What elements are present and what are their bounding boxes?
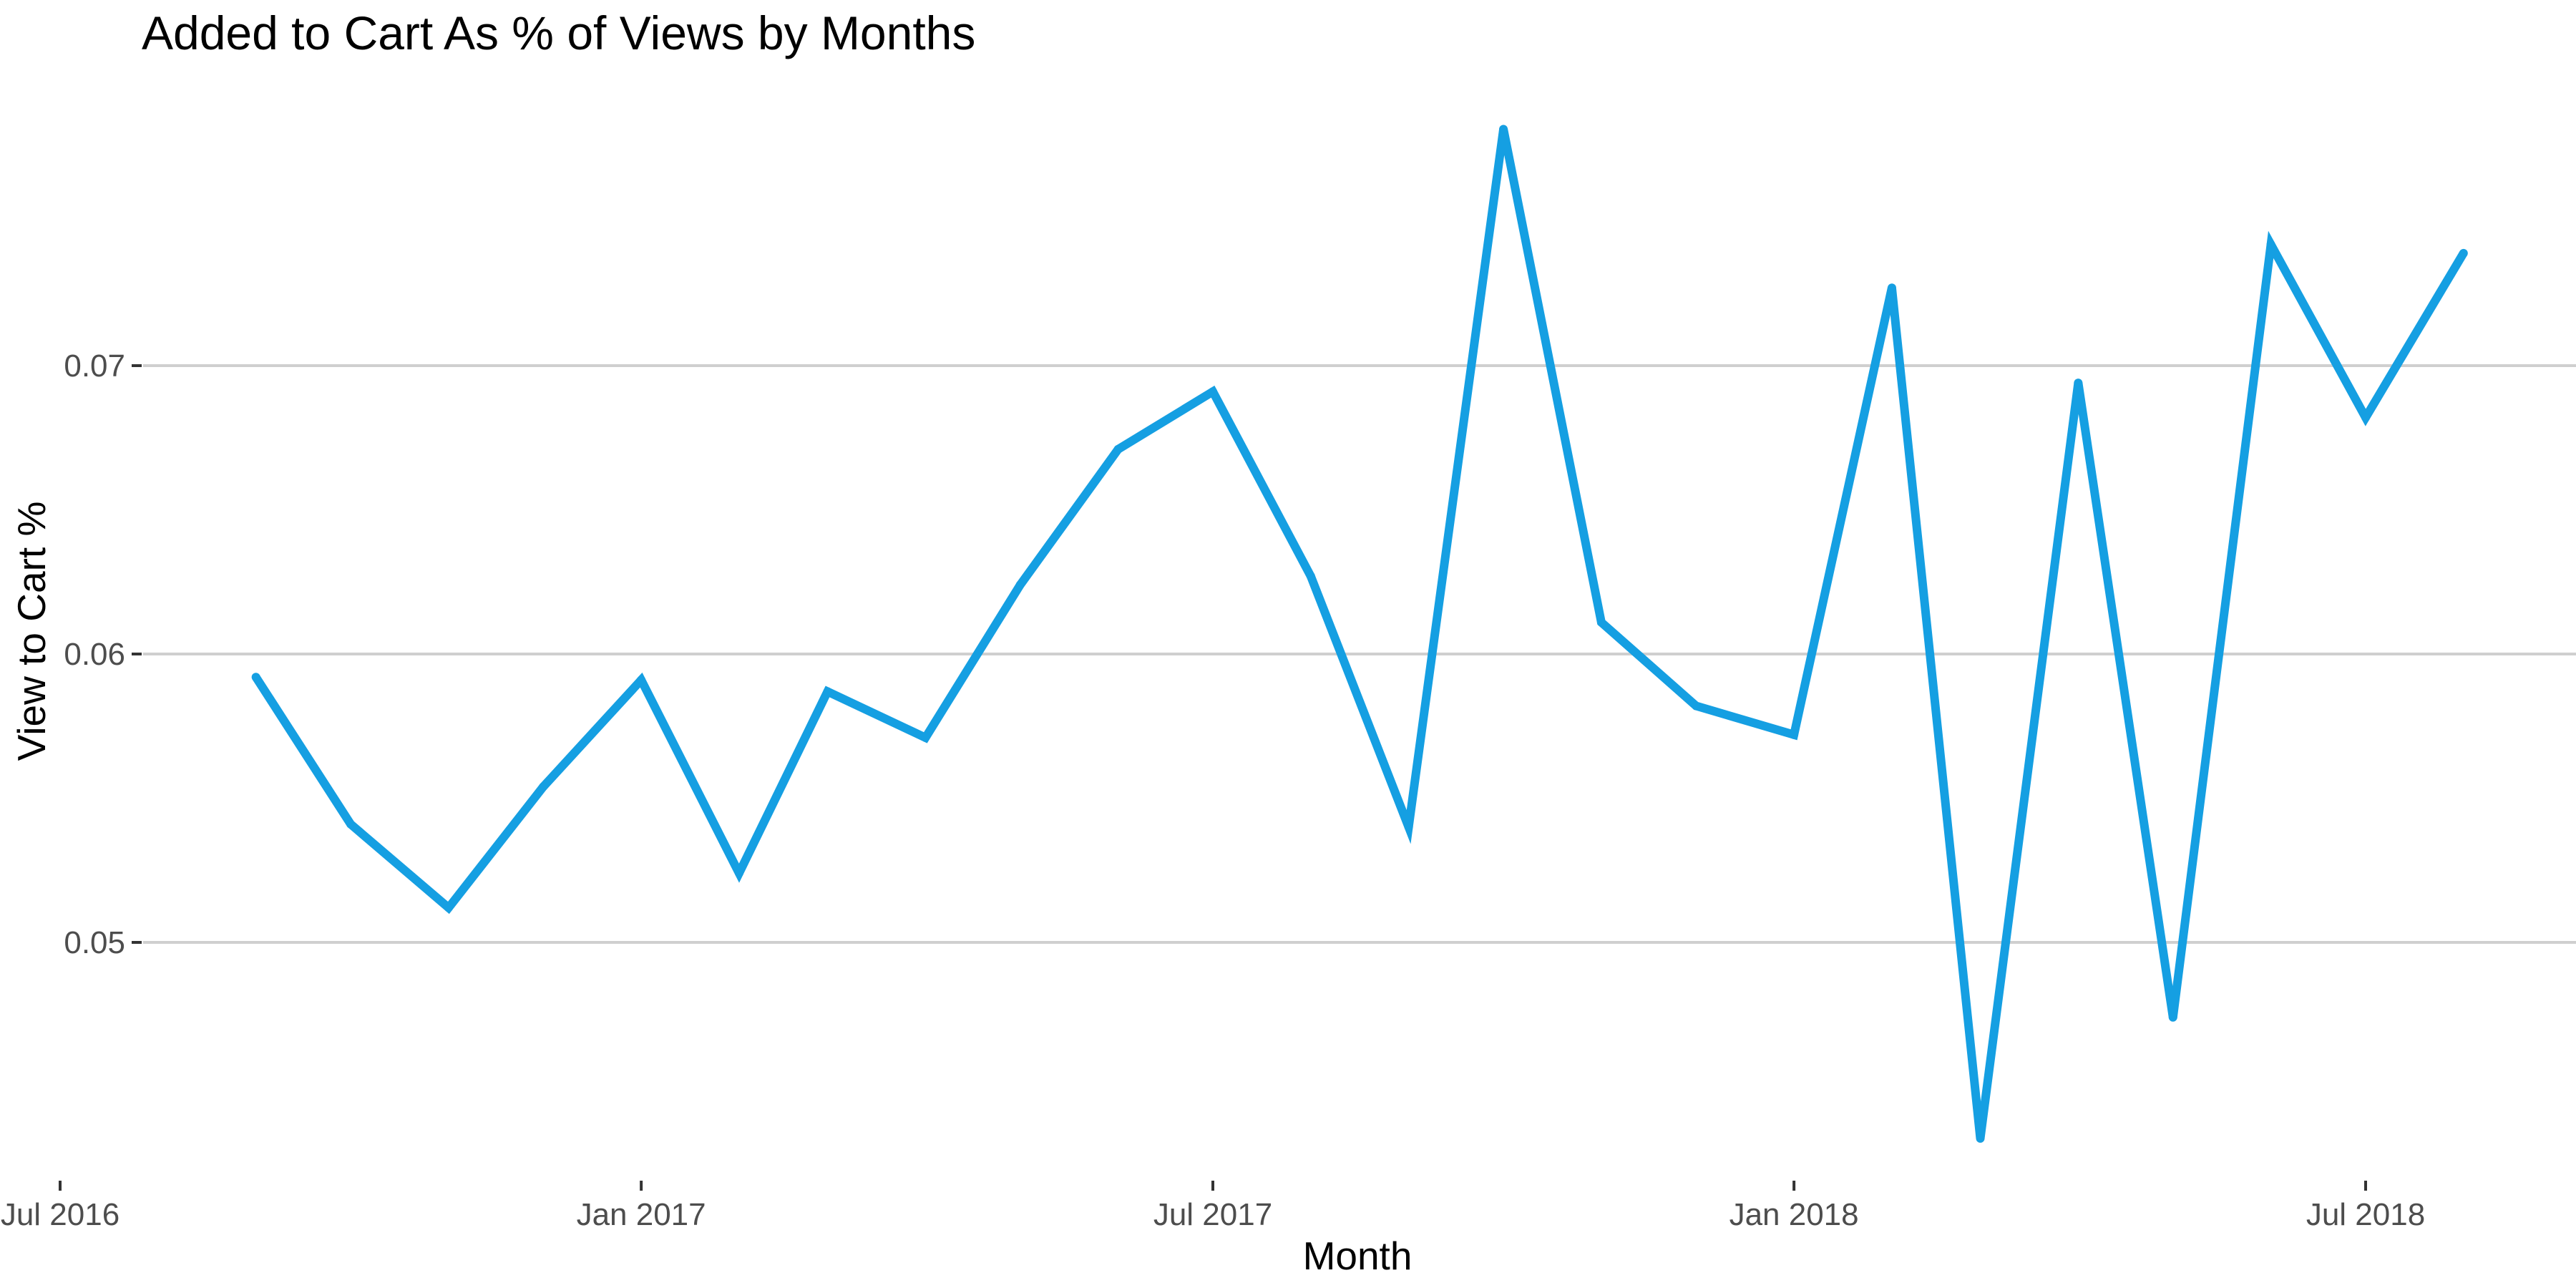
y-tick-label: 0.07 — [64, 348, 125, 384]
series-layer — [251, 125, 2468, 1143]
data-point — [251, 673, 260, 682]
y-tick-label: 0.06 — [64, 637, 125, 672]
data-point — [2266, 240, 2275, 249]
data-point — [2459, 248, 2468, 258]
data-point — [1596, 618, 1606, 627]
x-axis-title: Month — [1303, 1234, 1413, 1278]
data-point — [1015, 580, 1025, 590]
data-point — [1887, 283, 1896, 293]
chart-title: Added to Cart As % of Views by Months — [142, 6, 976, 59]
x-tick-label: Jul 2018 — [2306, 1197, 2425, 1232]
series-line — [252, 128, 2467, 1139]
data-point — [444, 903, 453, 912]
data-point — [2361, 413, 2370, 422]
data-point — [637, 675, 646, 685]
data-point — [1209, 387, 1217, 396]
data-point — [1976, 1134, 1985, 1143]
x-tick-label: Jan 2018 — [1729, 1197, 1859, 1232]
data-point — [921, 733, 930, 742]
x-axis: Jul 2016 Jan 2017 Jul 2017 Jan 2018 Jul 2018 — [1, 1181, 2425, 1232]
x-tick-label: Jul 2017 — [1153, 1197, 1272, 1232]
y-tick-label: 0.05 — [64, 925, 125, 960]
data-point — [1306, 572, 1315, 581]
data-point — [823, 687, 832, 696]
data-point — [346, 819, 356, 829]
x-tick-label: Jan 2017 — [577, 1197, 706, 1232]
data-point — [539, 782, 548, 791]
x-tick-label: Jul 2016 — [1, 1197, 119, 1232]
data-point — [2074, 379, 2083, 388]
data-point — [2168, 1013, 2177, 1022]
data-point — [734, 869, 743, 878]
data-point — [1692, 701, 1701, 711]
data-point — [1499, 125, 1508, 134]
y-axis-title: View to Cart % — [9, 502, 54, 761]
y-axis: 0.05 0.06 0.07 — [64, 348, 142, 960]
data-point — [1404, 822, 1413, 831]
data-point — [1113, 444, 1123, 454]
gridlines — [143, 364, 2576, 944]
data-point — [1790, 730, 1799, 739]
